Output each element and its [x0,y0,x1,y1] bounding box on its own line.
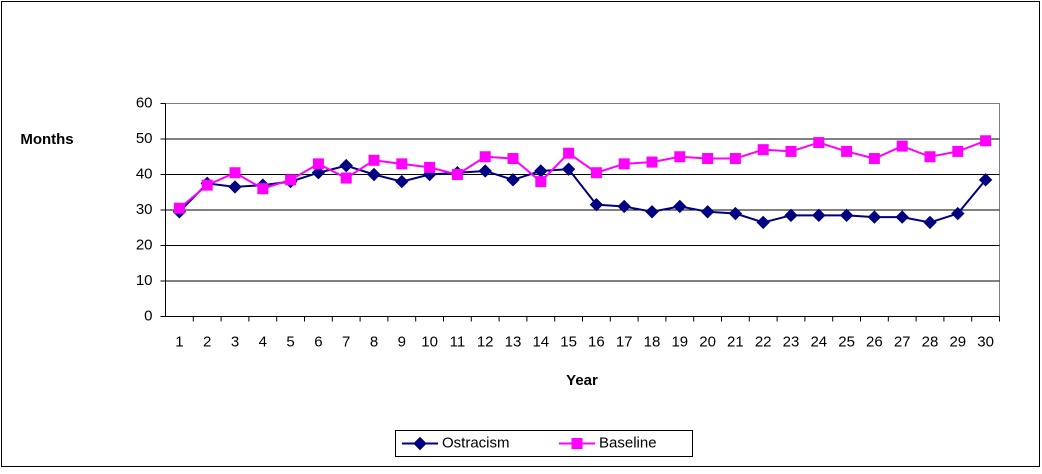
y-tick-label: 40 [136,165,153,182]
point [618,158,630,170]
point [784,208,798,223]
point [368,154,380,166]
x-tick-label: 25 [838,333,855,350]
x-tick-label: 10 [421,333,438,350]
x-tick-label: 6 [314,333,322,350]
y-tick-label: 0 [144,307,152,324]
point [561,162,576,176]
legend-label: Ostracism [442,434,510,451]
point [952,145,964,157]
point [646,156,658,168]
x-tick-label: 30 [977,333,994,350]
point [951,206,965,221]
point [590,167,602,179]
x-tick-label: 11 [450,333,466,350]
x-tick-label: 16 [588,333,605,350]
y-tick-label: 20 [136,236,153,253]
point [868,153,880,165]
x-tick-label: 4 [259,333,267,350]
point [506,173,520,187]
x-tick-label: 27 [894,333,911,350]
x-tick-label: 17 [616,333,633,350]
x-tick-label: 8 [370,333,378,350]
point [700,205,715,219]
y-axis-title: Months [20,131,73,148]
point [839,208,854,223]
legend-label: Baseline [599,434,657,451]
point [896,140,908,152]
point [980,135,992,147]
x-tick-label: 1 [175,333,183,350]
point [340,172,352,184]
point [451,169,463,180]
point [812,208,826,223]
legend-marker [571,438,583,449]
point [311,166,326,180]
x-tick-label: 9 [398,333,406,350]
point [757,144,769,156]
x-tick-label: 7 [342,333,350,350]
point [201,179,213,191]
point [367,167,381,182]
x-tick-label: 23 [783,333,800,350]
point [645,205,659,219]
x-tick-label: 5 [286,333,294,350]
y-tick-label: 50 [136,130,153,147]
point [424,161,436,173]
point [228,180,242,194]
x-tick-label: 13 [505,333,522,350]
point [785,145,797,157]
x-tick-label: 21 [727,333,744,350]
point [728,206,743,221]
point [617,199,631,214]
point [673,199,687,214]
point [479,151,491,163]
point [478,164,492,178]
point [535,176,547,188]
point [923,215,937,230]
x-tick-label: 29 [949,333,966,350]
legend [395,430,693,457]
point [285,174,297,186]
point [589,197,604,212]
y-tick-label: 60 [136,94,153,111]
point [702,153,714,165]
point [867,210,882,224]
x-tick-label: 15 [560,333,577,350]
x-tick-label: 19 [671,333,688,350]
x-tick-label: 14 [532,333,549,350]
point [563,147,575,159]
point [756,215,770,230]
x-axis-title: Year [566,372,598,389]
y-tick-label: 10 [136,272,153,289]
point [729,153,741,165]
point [257,183,269,195]
point [978,173,993,187]
point [396,158,408,170]
x-tick-label: 3 [231,333,239,350]
point [674,151,686,163]
x-tick-label: 22 [755,333,772,350]
x-tick-label: 24 [810,333,827,350]
point [339,158,353,173]
point [229,167,241,179]
point [507,153,519,165]
point [895,210,909,224]
x-tick-label: 2 [203,333,211,350]
legend-marker [413,436,427,451]
x-tick-label: 28 [922,333,939,350]
y-tick-label: 30 [136,201,153,218]
x-tick-label: 12 [477,333,494,350]
point [312,158,324,170]
point [841,145,853,157]
point [924,151,936,163]
point [395,174,409,189]
point [813,137,825,149]
x-tick-label: 20 [699,333,716,350]
point [173,202,185,214]
x-tick-label: 26 [866,333,883,350]
x-tick-label: 18 [644,333,661,350]
